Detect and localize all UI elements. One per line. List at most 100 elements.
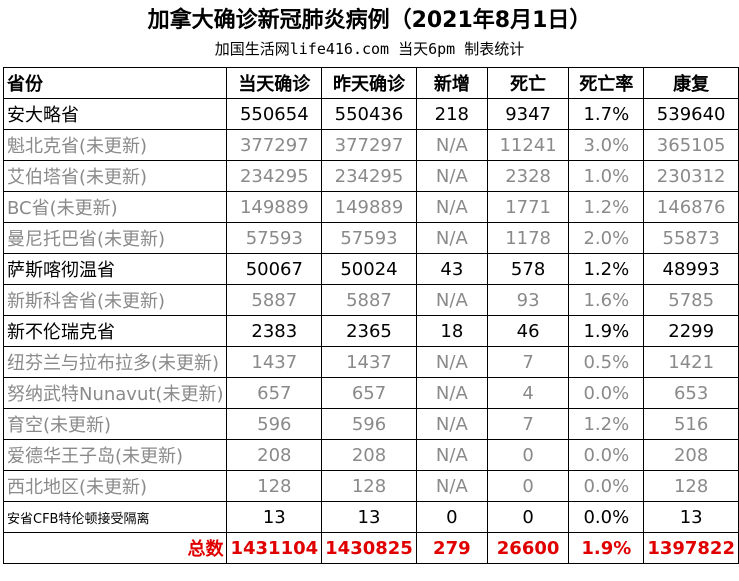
cell: 377297	[226, 129, 323, 161]
row: 育空(未更新) 596 596 N/A 7 1.2% 516	[2, 408, 739, 440]
cell: 1.9%	[568, 315, 645, 347]
cell: N/A	[415, 346, 488, 378]
cell: 13	[226, 501, 323, 533]
cell: 128	[226, 470, 323, 502]
cell: 539640	[643, 98, 739, 130]
cell: BC省(未更新)	[2, 191, 228, 223]
cell: 2383	[226, 315, 323, 347]
cell: 657	[321, 377, 417, 409]
cell: N/A	[415, 129, 488, 161]
cell: 128	[321, 470, 417, 502]
cell: 55873	[643, 222, 739, 254]
row: 曼尼托巴省(未更新) 57593 57593 N/A 1178 2.0% 55873	[2, 222, 739, 254]
cell: 省份	[2, 67, 228, 99]
cell: 0	[415, 501, 488, 533]
cell: 218	[415, 98, 488, 130]
cell: 234295	[321, 160, 417, 192]
cell: 3.0%	[568, 129, 645, 161]
cell: 5887	[321, 284, 417, 316]
cell: 1397822	[643, 532, 739, 564]
cell: N/A	[415, 191, 488, 223]
cell: 1.6%	[568, 284, 645, 316]
cell: 596	[226, 408, 323, 440]
cell: 1.7%	[568, 98, 645, 130]
cell: 0.0%	[568, 377, 645, 409]
cell: N/A	[415, 408, 488, 440]
cell: 1.9%	[568, 532, 645, 564]
cell: 0	[486, 470, 570, 502]
cell: 596	[321, 408, 417, 440]
row: 纽芬兰与拉布拉多(未更新) 1437 1437 N/A 7 0.5% 1421	[2, 346, 739, 378]
cell: 26600	[486, 532, 570, 564]
cell: 7	[486, 408, 570, 440]
cell: 昨天确诊	[321, 67, 417, 99]
cell: 1437	[321, 346, 417, 378]
total-row: 总数 1431104 1430825 279 26600 1.9% 1397822	[2, 532, 739, 564]
cell: 安省CFB特伦顿接受隔离	[2, 501, 228, 533]
cell: 50024	[321, 253, 417, 285]
cell: 13	[321, 501, 417, 533]
row: 新不伦瑞克省 2383 2365 18 46 1.9% 2299	[2, 315, 739, 347]
cell: 208	[643, 439, 739, 471]
cell: N/A	[415, 222, 488, 254]
cell: 516	[643, 408, 739, 440]
cell: 657	[226, 377, 323, 409]
cell: 208	[321, 439, 417, 471]
cell: 魁北克省(未更新)	[2, 129, 228, 161]
row: 魁北克省(未更新) 377297 377297 N/A 11241 3.0% 365105	[2, 129, 739, 161]
cell: 曼尼托巴省(未更新)	[2, 222, 228, 254]
cell: 0.0%	[568, 501, 645, 533]
cell: 279	[415, 532, 488, 564]
cell: 1430825	[321, 532, 417, 564]
cell: 新增	[415, 67, 488, 99]
cell: 西北地区(未更新)	[2, 470, 228, 502]
cell: N/A	[415, 439, 488, 471]
cell: 550436	[321, 98, 417, 130]
row: BC省(未更新) 149889 149889 N/A 1771 1.2% 146876	[2, 191, 739, 223]
cell: 2.0%	[568, 222, 645, 254]
cell: 1437	[226, 346, 323, 378]
cell: 5887	[226, 284, 323, 316]
cell: 1771	[486, 191, 570, 223]
cell: 653	[643, 377, 739, 409]
row: 艾伯塔省(未更新) 234295 234295 N/A 2328 1.0% 230312	[2, 160, 739, 192]
cell: 康复	[643, 67, 739, 99]
cell: 1.0%	[568, 160, 645, 192]
cell: 9347	[486, 98, 570, 130]
cell: 1.2%	[568, 408, 645, 440]
cell: 当天确诊	[226, 67, 323, 99]
cell: 0.0%	[568, 470, 645, 502]
cell: 总数	[2, 532, 228, 564]
row: 萨斯喀彻温省 50067 50024 43 578 1.2% 48993	[2, 253, 739, 285]
cell: 7	[486, 346, 570, 378]
cell: N/A	[415, 470, 488, 502]
cell: 93	[486, 284, 570, 316]
cell: 0	[486, 439, 570, 471]
cell: 57593	[321, 222, 417, 254]
cell: 安大略省	[2, 98, 228, 130]
cell: 377297	[321, 129, 417, 161]
cell: 0.0%	[568, 439, 645, 471]
cell: 新不伦瑞克省	[2, 315, 228, 347]
cell: 1431104	[226, 532, 323, 564]
cell: N/A	[415, 160, 488, 192]
cell: 13	[643, 501, 739, 533]
cell: 新斯科舍省(未更新)	[2, 284, 228, 316]
cell: 爱德华王子岛(未更新)	[2, 439, 228, 471]
cell: 234295	[226, 160, 323, 192]
cell: N/A	[415, 284, 488, 316]
cell: 2365	[321, 315, 417, 347]
cell: 1.2%	[568, 191, 645, 223]
cell: 208	[226, 439, 323, 471]
cell: 艾伯塔省(未更新)	[2, 160, 228, 192]
table: 省份 当天确诊 昨天确诊 新增 死亡 死亡率 康复 安大略省 550654 550436 218 93…	[2, 67, 739, 564]
cell: 550654	[226, 98, 323, 130]
row: 安省CFB特伦顿接受隔离 13 13 0 0 0.0% 13	[2, 501, 739, 533]
cell: 死亡	[486, 67, 570, 99]
cell: 18	[415, 315, 488, 347]
cell: 死亡率	[568, 67, 645, 99]
subtitle: 加国生活网life416.com 当天6pm 制表统计	[214, 40, 525, 58]
cell: 46	[486, 315, 570, 347]
row: 新斯科舍省(未更新) 5887 5887 N/A 93 1.6% 5785	[2, 284, 739, 316]
